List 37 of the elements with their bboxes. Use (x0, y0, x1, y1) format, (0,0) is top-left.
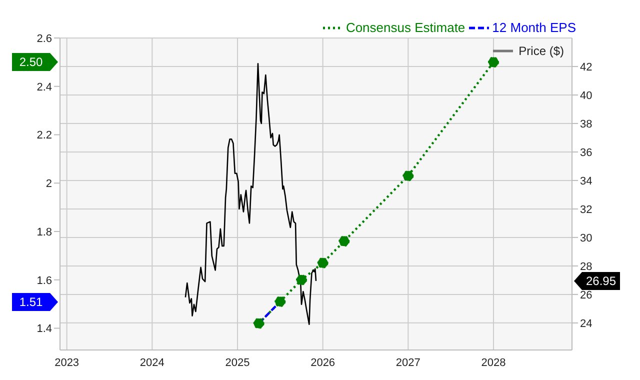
point (274, 296, 286, 308)
point (296, 274, 307, 286)
y-tick-label: 2.2 (36, 130, 52, 142)
y2-tick-label: 24 (580, 318, 592, 330)
text: 1.51 (19, 294, 43, 309)
y-tick-label: 1.4 (36, 323, 52, 336)
x-tick-label: 2023 (54, 356, 80, 369)
y2-tick-label: 38 (580, 118, 592, 130)
text: 2.50 (19, 55, 43, 70)
y2-tick-label: 40 (580, 90, 592, 102)
point (338, 236, 350, 247)
line-series (184, 62, 317, 326)
x-tick-label: 2028 (481, 356, 506, 369)
y2-tick-label: 36 (580, 146, 592, 159)
text: 26.95 (586, 274, 616, 288)
legend-label: 12 Month EPS (492, 20, 576, 35)
text: Price ($) (518, 44, 564, 58)
x-tick-label: 2025 (225, 356, 250, 369)
y-tick-label: 2 (46, 178, 52, 190)
point (253, 318, 264, 329)
x-tick-label: 2026 (310, 356, 336, 369)
y2-tick-label: 26 (580, 289, 592, 302)
y-tick-label: 2.6 (36, 32, 52, 45)
legend-label: Consensus Estimate (346, 20, 466, 35)
x-tick-label: 2027 (396, 356, 420, 369)
point (317, 257, 328, 268)
y2-tick-label: 28 (580, 260, 592, 273)
x-tick-label: 2024 (140, 356, 164, 369)
y2-tick-label: 34 (580, 175, 592, 188)
y-tick-label: 2.4 (36, 81, 52, 94)
y2-tick-label: 42 (580, 61, 592, 74)
y2-tick-label: 30 (580, 232, 592, 244)
point (488, 56, 499, 68)
y-tick-label: 1.6 (36, 274, 52, 287)
point (402, 170, 414, 182)
y-tick-label: 1.8 (36, 226, 52, 238)
y2-tick-label: 32 (580, 204, 592, 216)
